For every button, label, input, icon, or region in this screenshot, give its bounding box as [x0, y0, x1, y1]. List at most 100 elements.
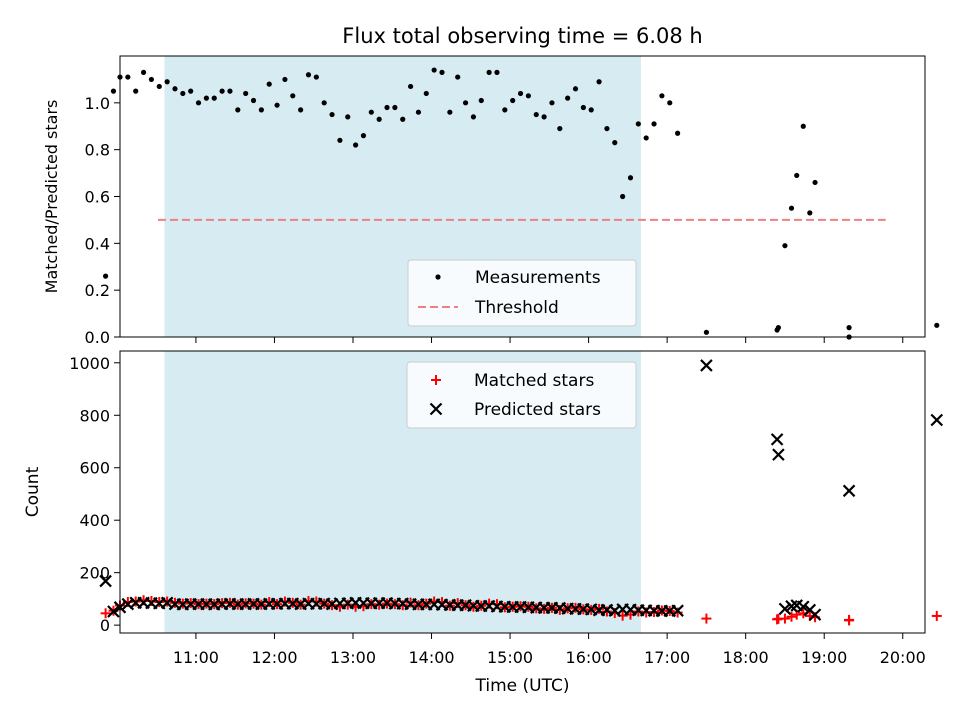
bottom-legend: Matched stars Predicted stars	[406, 361, 637, 429]
measurement-point	[455, 74, 461, 80]
predicted-stars-point	[772, 448, 785, 461]
measurement-point	[321, 100, 327, 106]
measurement-point	[627, 175, 634, 181]
measurement-point	[235, 107, 241, 113]
predicted-stars-point	[770, 433, 784, 446]
measurement-point	[549, 100, 555, 106]
y-tick-label: 400	[79, 511, 110, 530]
measurement-point	[447, 109, 453, 115]
measurement-point	[635, 121, 641, 127]
legend-matched-label: Matched stars	[474, 371, 594, 391]
measurement-point	[588, 107, 594, 113]
measurement-point	[502, 107, 508, 113]
measurement-point	[517, 90, 524, 97]
measurement-point	[172, 86, 178, 92]
measurement-point	[110, 88, 117, 94]
measurement-point	[651, 121, 657, 127]
matched-stars-point	[844, 615, 855, 626]
measurement-point	[431, 67, 437, 73]
measurement-point	[533, 111, 539, 118]
bottom-y-axis-label: Count	[23, 466, 43, 517]
matched-stars-point	[405, 597, 416, 608]
x-tick-label: 14:00	[408, 648, 454, 667]
measurement-point	[195, 100, 202, 106]
measurement-point	[934, 322, 940, 328]
y-tick-label: 800	[79, 406, 110, 425]
bottom-plot-frame	[119, 350, 926, 634]
bottom-panel-points	[99, 359, 944, 626]
measurement-point	[612, 140, 618, 146]
x-tick-label: 16:00	[566, 648, 612, 667]
measurement-point	[298, 107, 304, 113]
measurement-point	[164, 79, 170, 85]
measurement-point	[203, 95, 209, 101]
measurement-point	[659, 93, 665, 99]
predicted-stars-point	[700, 359, 713, 372]
measurement-point	[572, 86, 579, 92]
measurement-point	[788, 205, 795, 211]
y-tick-label: 1000	[69, 354, 110, 373]
measurement-point	[156, 83, 162, 90]
measurement-point	[782, 243, 788, 249]
measurement-point	[423, 90, 429, 97]
legend-box	[407, 259, 637, 327]
x-tick-label: 15:00	[487, 648, 533, 667]
y-tick-label: 1.0	[85, 94, 110, 113]
legend-predicted-label: Predicted stars	[474, 400, 601, 420]
measurement-point	[846, 325, 852, 331]
measurement-point	[258, 107, 264, 113]
top-panel-points	[103, 67, 940, 340]
matched-stars-point	[701, 613, 712, 624]
measurement-point	[486, 69, 492, 75]
measurement-point	[812, 179, 818, 186]
top-panel: 0.0 0.2 0.4 0.6 0.8 1.0 Flux total observing …	[42, 24, 940, 347]
bottom-panel: 0 200 400 600 800 1000 11:00 12:00 13:00 14:00 15…	[23, 350, 944, 696]
measurement-point	[541, 114, 547, 120]
x-tick-label: 12:00	[251, 648, 297, 667]
measurement-point	[415, 109, 422, 115]
y-tick-label: 0.0	[85, 328, 110, 347]
legend-threshold-label: Threshold	[474, 298, 559, 318]
measurement-point	[794, 172, 800, 179]
measurement-point	[345, 114, 351, 120]
matched-stars-point	[931, 610, 942, 621]
measurement-point	[675, 130, 681, 136]
legend-box	[406, 361, 637, 429]
measurement-point	[368, 109, 374, 115]
legend-measurements-marker	[435, 274, 441, 280]
measurement-point	[353, 142, 359, 148]
top-y-axis-label: Matched/Predicted stars	[42, 100, 61, 294]
measurement-point	[227, 88, 233, 94]
measurement-point	[392, 104, 398, 111]
measurement-point	[274, 102, 280, 108]
measurement-point	[360, 133, 367, 139]
y-tick-label: 600	[79, 459, 110, 478]
predicted-stars-point	[808, 608, 822, 621]
x-tick-label: 13:00	[330, 648, 376, 667]
y-tick-label: 0.6	[85, 188, 110, 207]
predicted-stars-point	[778, 602, 792, 616]
top-legend: Measurements Threshold	[407, 259, 637, 327]
measurement-point	[103, 273, 109, 279]
legend-matched-marker	[431, 375, 441, 385]
measurement-point	[525, 93, 531, 99]
measurement-point	[775, 325, 781, 331]
matched-stars-point	[397, 600, 408, 611]
predicted-stars-point	[107, 605, 120, 618]
measurement-point	[439, 69, 445, 75]
measurement-point	[243, 90, 249, 97]
measurement-point	[290, 93, 296, 99]
predicted-stars-point	[671, 604, 684, 617]
x-tick-label: 18:00	[723, 648, 769, 667]
measurement-point	[125, 74, 131, 80]
measurement-point	[188, 88, 194, 94]
legend-predicted-marker	[429, 402, 443, 416]
top-y-axis-ticks: 0.0 0.2 0.4 0.6 0.8 1.0	[85, 94, 120, 347]
measurement-point	[266, 81, 272, 87]
measurement-point	[250, 97, 257, 104]
y-tick-label: 0.4	[85, 234, 110, 253]
measurement-point	[337, 137, 343, 143]
measurement-point	[305, 72, 312, 78]
measurement-point	[565, 95, 571, 101]
